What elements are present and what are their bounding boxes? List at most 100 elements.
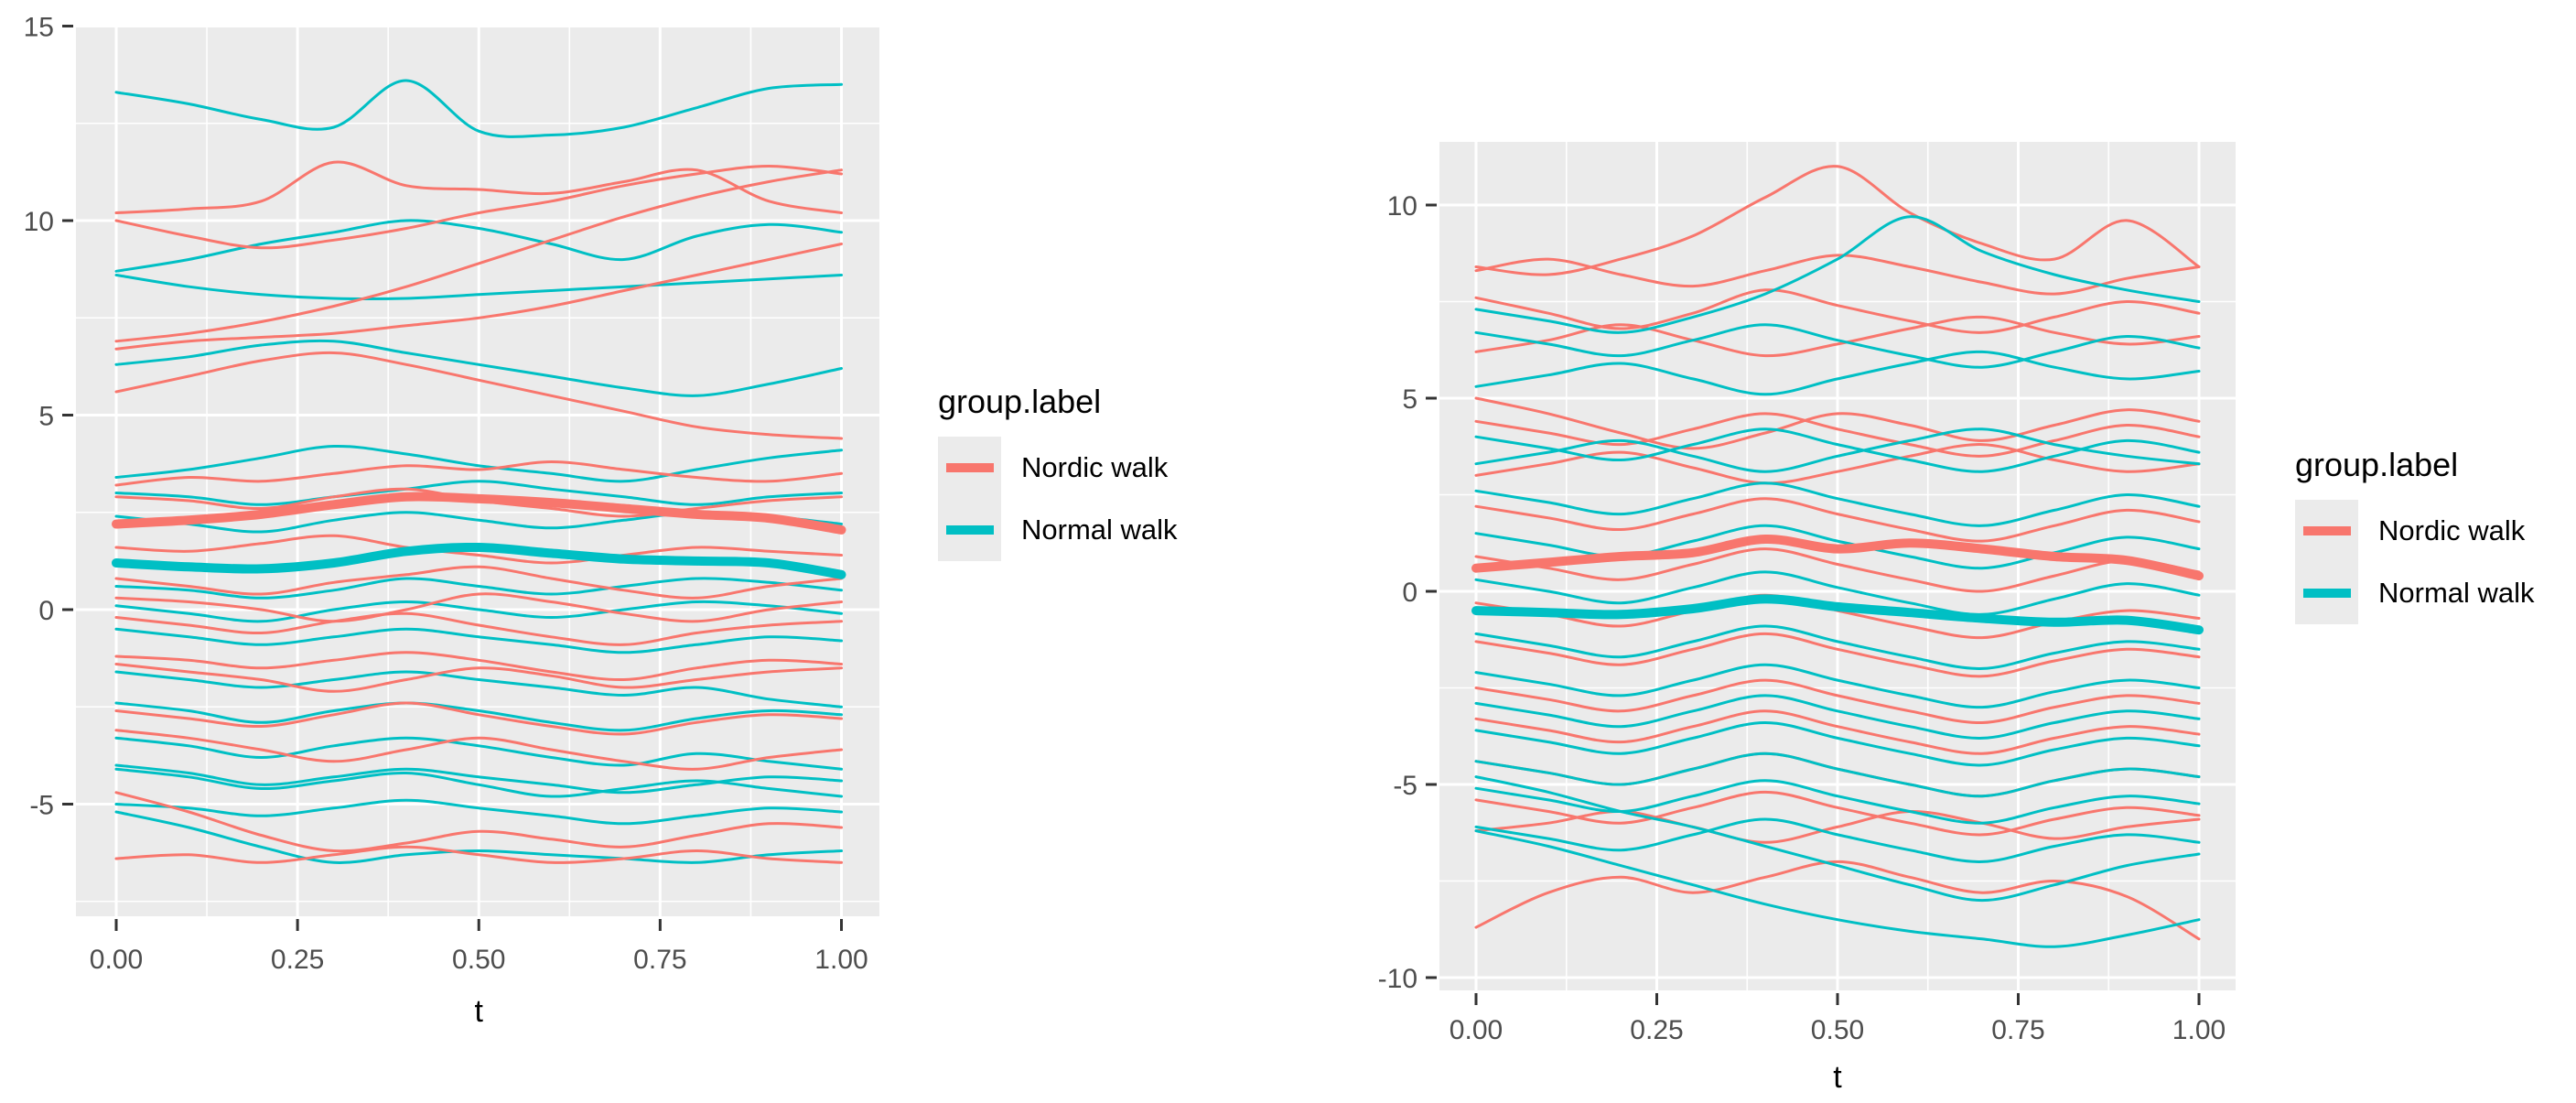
series-line-normal (1474, 427, 2201, 473)
series-line-nordic (114, 460, 843, 487)
series-line-normal (114, 798, 843, 826)
y-tick-label: 5 (1402, 384, 1417, 415)
series-line-normal (114, 810, 843, 864)
y-tick-label: 10 (24, 207, 54, 237)
series-line-nordic (1474, 254, 2201, 296)
mean-line-normal (1471, 594, 2204, 635)
x-tick-label: 0.25 (1630, 1015, 1683, 1045)
series-line-nordic (1474, 632, 2201, 678)
series-line-normal (114, 701, 843, 732)
plot-right: 0.00 0.25 0.50 0.75 1.00 10 5 0 -5 -10 t (1378, 142, 2236, 1095)
x-tick-label: 1.00 (2172, 1015, 2226, 1045)
legend-label: Nordic walk (1021, 451, 1169, 483)
x-tick-label: 0.50 (1811, 1015, 1864, 1045)
series-line-normal (1474, 829, 2201, 948)
legend-title: group.label (2295, 446, 2459, 483)
legend-item-nordic-walk: Nordic walk (938, 437, 1178, 499)
legend-item-normal-walk: Normal walk (2295, 562, 2535, 624)
series-line-normal (1474, 481, 2201, 527)
legend-item-nordic-walk: Nordic walk (2295, 500, 2535, 562)
series-line-nordic (114, 168, 843, 343)
series-line-normal (1474, 694, 2201, 740)
series-line-normal (114, 600, 843, 623)
series-line-normal (114, 627, 843, 654)
legend-label: Nordic walk (2378, 514, 2526, 546)
x-tick-label: 0.25 (271, 945, 324, 975)
nordic-walk-key-line-icon (2302, 526, 2351, 535)
series-line-normal (1474, 752, 2201, 798)
series-line-nordic (114, 534, 843, 565)
series-line-nordic (1474, 547, 2201, 593)
series-line-nordic (114, 845, 843, 864)
legend-item-normal-walk: Normal walk (938, 499, 1178, 561)
x-tick-label: 0.00 (1450, 1015, 1503, 1045)
series-line-nordic (1474, 709, 2201, 755)
legend-right: group.label Nordic walk Normal walk (2295, 446, 2535, 624)
series-line-nordic (114, 160, 843, 214)
series-line-nordic (114, 729, 843, 771)
x-tick-label: 0.75 (633, 945, 686, 975)
y-tick-label: 10 (1387, 191, 1417, 222)
series-line-nordic (114, 164, 843, 250)
series-line-nordic (114, 663, 843, 693)
y-tick-label: 0 (38, 596, 54, 626)
legend-title: group.label (938, 383, 1102, 420)
series-line-normal (114, 763, 843, 795)
series-line-normal (1474, 779, 2201, 825)
series-line-nordic (114, 592, 843, 623)
series-line-normal (1474, 663, 2201, 709)
series-line-nordic (114, 243, 843, 351)
series-line-normal (114, 219, 843, 273)
series-line-normal (114, 79, 843, 138)
y-tick-label: -10 (1378, 964, 1417, 994)
series-line-normal (1474, 323, 2201, 369)
series-line-nordic (114, 565, 843, 600)
mean-line-nordic (112, 492, 846, 535)
y-tick-label: -5 (1393, 771, 1417, 801)
series-line-normal (114, 339, 843, 397)
legend-key-box (2295, 500, 2358, 562)
x-tick-label: 0.75 (1991, 1015, 2044, 1045)
y-tick-label: 5 (38, 402, 54, 432)
series-line-normal (1474, 215, 2201, 334)
series-line-nordic (1474, 790, 2201, 837)
y-tick-label: 0 (1402, 578, 1417, 608)
nordic-walk-key-line-icon (945, 463, 994, 472)
series-line-normal (1474, 720, 2201, 767)
series-line-normal (114, 736, 843, 771)
legend-keys: Nordic walk Normal walk (938, 437, 1178, 561)
series-line-normal (114, 444, 843, 483)
x-tick-label: 0.00 (90, 945, 143, 975)
series-layer (112, 79, 846, 864)
x-tick-label: 0.50 (452, 945, 505, 975)
x-axis-title: t (1833, 1060, 1842, 1095)
series-line-normal (114, 480, 843, 506)
series-line-nordic (1474, 396, 2201, 450)
y-tick-label: -5 (29, 791, 54, 821)
series-line-normal (114, 670, 843, 708)
normal-walk-key-line-icon (945, 525, 994, 535)
mean-line-normal (112, 542, 846, 579)
series-line-nordic (114, 611, 843, 646)
plot-left: 0.00 0.25 0.50 0.75 1.00 15 10 5 0 -5 t (24, 13, 879, 1029)
legend-label: Normal walk (2378, 577, 2535, 609)
series-line-nordic (1474, 315, 2201, 358)
series-line-nordic (1474, 497, 2201, 543)
series-line-nordic (114, 791, 843, 853)
series-line-nordic (114, 351, 843, 440)
series-line-normal (114, 274, 843, 301)
series-layer (1471, 165, 2204, 948)
y-tick-label: 15 (24, 13, 54, 43)
series-line-normal (114, 577, 843, 600)
series-line-nordic (1474, 678, 2201, 725)
series-line-nordic (114, 701, 843, 736)
normal-walk-key-line-icon (2302, 589, 2351, 598)
series-line-nordic (114, 651, 843, 682)
series-line-normal (1474, 570, 2201, 616)
legend-key-box (938, 499, 1001, 561)
series-line-normal (1474, 817, 2201, 863)
legend-label: Normal walk (1021, 514, 1178, 546)
series-line-nordic (1474, 809, 2201, 844)
series-line-normal (1474, 427, 2201, 473)
